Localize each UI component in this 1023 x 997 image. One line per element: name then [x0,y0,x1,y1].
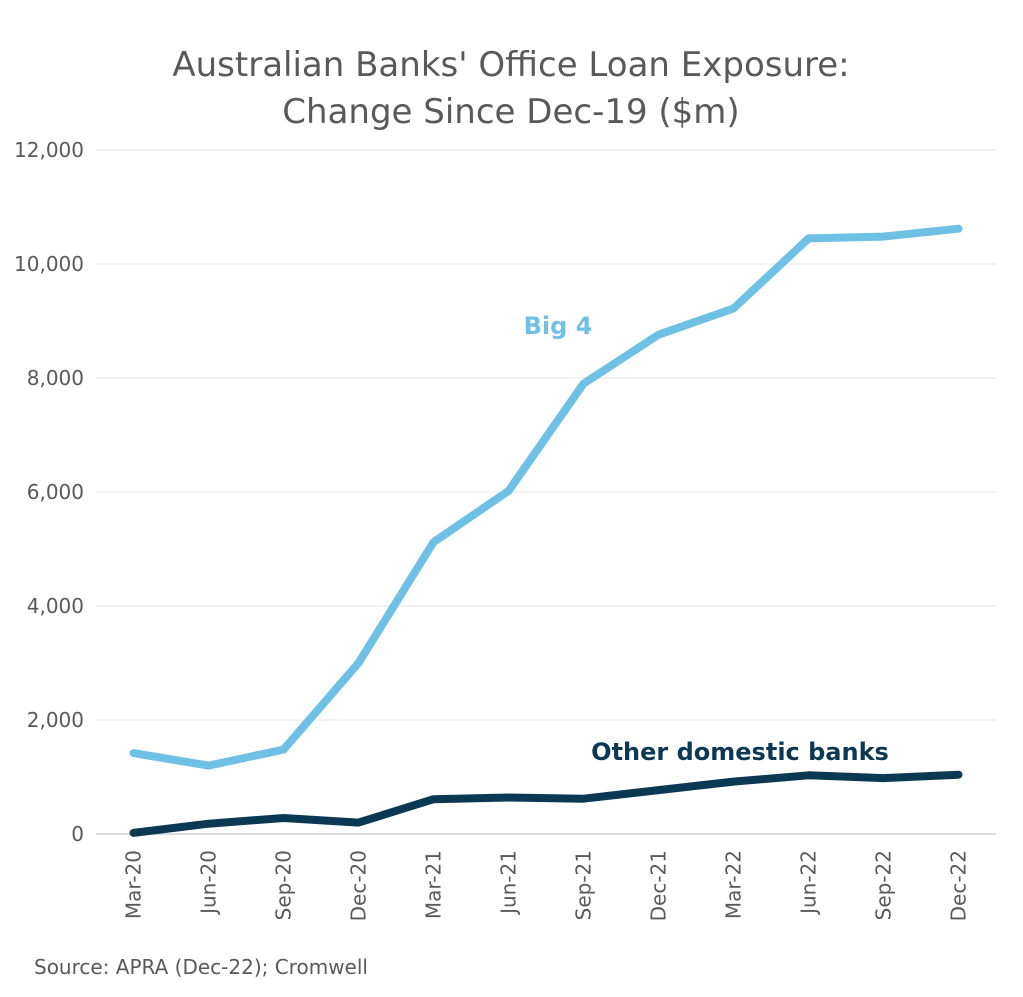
y-tick-label: 10,000 [14,252,84,276]
y-tick-label: 4,000 [27,594,84,618]
series-line-1 [129,770,963,837]
source-note: Source: APRA (Dec-22); Cromwell [34,955,368,979]
x-tick-label: Jun-21 [497,850,521,916]
y-tick-label: 8,000 [27,366,84,390]
y-tick-label: 0 [71,822,84,846]
series-line-0 [129,224,963,770]
gridlines [96,149,996,721]
x-tick-label: Sep-21 [572,850,596,920]
x-tick-label: Mar-22 [722,850,746,919]
chart-title-line-1: Australian Banks' Office Loan Exposure: [172,45,849,85]
x-tick-label: Mar-20 [122,850,146,919]
x-tick-label: Dec-20 [347,850,371,921]
y-tick-label: 12,000 [14,138,84,162]
x-tick-label: Mar-21 [422,850,446,919]
series-lines [129,224,963,837]
x-tick-label: Jun-20 [197,850,221,916]
y-tick-label: 6,000 [27,480,84,504]
x-tick-label: Jun-22 [797,850,821,916]
y-axis-tick-labels: 0 2,000 4,000 6,000 8,000 10,000 12,000 [14,138,84,846]
y-tick-label: 2,000 [27,708,84,732]
x-tick-label: Sep-22 [872,850,896,920]
chart-title-line-2: Change Since Dec-19 ($m) [282,92,739,132]
x-axis-tick-labels: Mar-20 Jun-20 Sep-20 Dec-20 Mar-21 Jun-21 Sep-… [122,850,971,921]
series-label-other-banks: Other domestic banks [591,738,889,766]
x-tick-label: Dec-21 [647,850,671,921]
x-tick-label: Dec-22 [947,850,971,921]
series-label-big4: Big 4 [524,312,593,340]
x-tick-label: Sep-20 [272,850,296,920]
